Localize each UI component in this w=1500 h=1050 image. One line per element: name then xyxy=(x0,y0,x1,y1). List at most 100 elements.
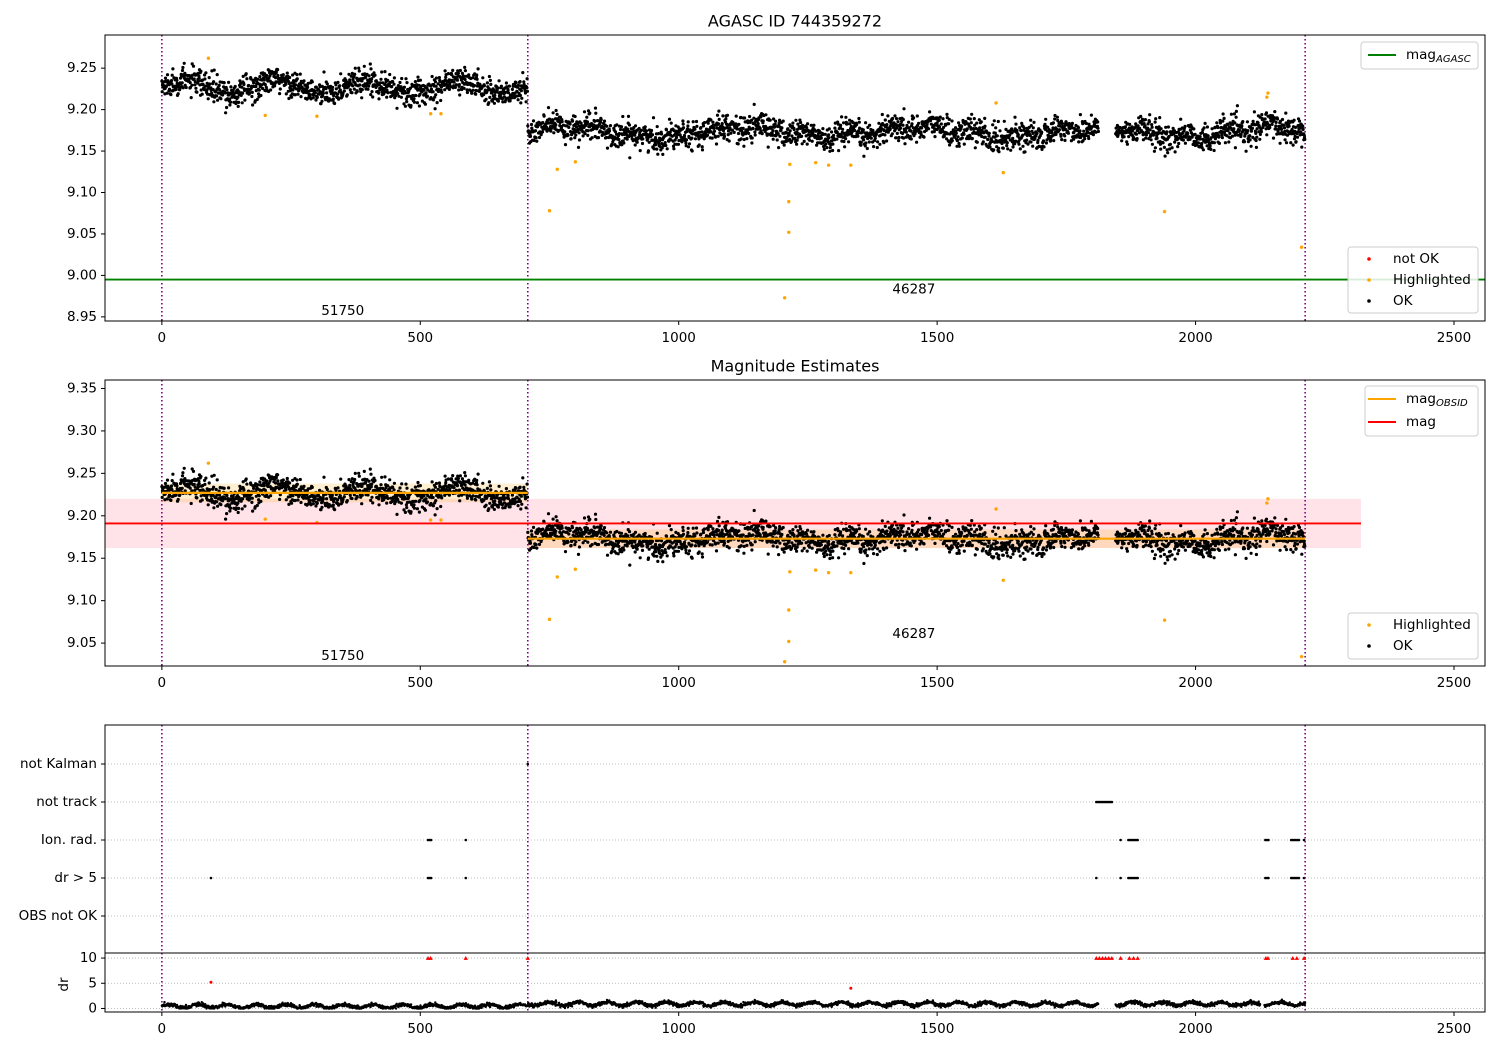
ok-point xyxy=(364,75,368,79)
ok-point xyxy=(650,539,655,544)
ok-point xyxy=(482,92,486,96)
ok-point xyxy=(576,127,580,132)
ok-point xyxy=(369,67,373,71)
ok-point xyxy=(1235,104,1239,108)
ok-point xyxy=(504,487,508,491)
ok-point xyxy=(915,140,919,144)
ok-point xyxy=(569,543,573,548)
ok-point xyxy=(819,136,823,140)
ok-point xyxy=(655,125,659,129)
ok-point xyxy=(656,152,660,156)
ok-point xyxy=(582,110,587,114)
ok-point xyxy=(1232,127,1236,131)
ok-point xyxy=(998,129,1002,133)
ok-point xyxy=(215,73,219,77)
ok-point xyxy=(1217,141,1221,145)
ok-point xyxy=(1082,129,1086,133)
ok-point xyxy=(339,72,343,76)
ok-point xyxy=(621,114,625,119)
ok-point xyxy=(289,84,293,88)
ok-point xyxy=(413,80,417,84)
ok-point xyxy=(927,127,931,131)
ok-point xyxy=(700,145,704,149)
ok-point xyxy=(992,119,996,123)
ok-point xyxy=(938,125,942,129)
ok-point xyxy=(1287,124,1291,128)
ok-point xyxy=(392,82,396,86)
ok-point xyxy=(882,141,886,145)
highlighted-point xyxy=(573,160,578,164)
ok-point xyxy=(546,106,551,110)
ok-point xyxy=(585,526,590,531)
ok-point xyxy=(1242,140,1246,144)
ok-point xyxy=(322,475,326,479)
ok-point xyxy=(1060,138,1064,142)
ok-point xyxy=(751,126,755,130)
ok-point xyxy=(520,502,524,506)
ok-point xyxy=(667,117,672,121)
ok-point xyxy=(189,96,193,100)
ok-point xyxy=(548,117,552,121)
ok-point xyxy=(628,156,632,160)
ok-point xyxy=(1282,126,1287,130)
ok-point xyxy=(844,137,848,141)
ok-point xyxy=(457,83,461,87)
ok-point xyxy=(360,96,364,100)
ok-point xyxy=(292,79,296,83)
ok-point xyxy=(287,96,291,101)
ok-point xyxy=(693,127,697,131)
ok-point xyxy=(240,85,244,89)
ok-point xyxy=(856,134,860,138)
ok-point xyxy=(163,76,168,80)
ok-point xyxy=(647,140,651,144)
ok-point xyxy=(348,493,352,497)
ok-point xyxy=(453,85,457,89)
ok-point xyxy=(717,109,721,113)
ok-point xyxy=(219,97,223,101)
ok-point xyxy=(831,142,835,146)
ok-point xyxy=(446,72,450,76)
ok-point xyxy=(633,133,637,137)
ok-point xyxy=(1237,128,1241,132)
ok-point xyxy=(313,497,317,501)
ok-point xyxy=(458,93,462,97)
ok-point xyxy=(857,120,861,124)
ok-point xyxy=(405,486,409,490)
ok-point xyxy=(585,115,589,119)
ok-point xyxy=(181,65,185,70)
ok-point xyxy=(672,554,676,558)
ok-point xyxy=(398,80,402,85)
ok-point xyxy=(353,477,357,482)
ok-point xyxy=(239,81,243,86)
ok-point xyxy=(1153,146,1157,150)
ok-point xyxy=(276,68,280,72)
ok-point xyxy=(684,138,689,142)
ok-point xyxy=(705,133,710,137)
ok-point xyxy=(529,529,534,533)
ok-point xyxy=(418,92,422,96)
ok-point xyxy=(610,142,614,147)
ok-point xyxy=(901,123,905,127)
ok-point xyxy=(360,493,364,497)
ok-point xyxy=(681,126,686,130)
ok-point xyxy=(567,532,571,536)
ok-point xyxy=(1155,136,1159,140)
ok-point xyxy=(505,85,509,89)
ok-point xyxy=(380,70,384,74)
ok-point xyxy=(247,83,251,88)
ok-point xyxy=(519,507,523,511)
ok-point xyxy=(1252,110,1256,114)
ok-point xyxy=(416,480,420,485)
ok-point xyxy=(633,540,637,544)
ok-point xyxy=(295,482,299,486)
ok-point xyxy=(865,146,869,151)
ok-point xyxy=(443,88,447,92)
ok-point xyxy=(200,498,204,502)
ok-point xyxy=(795,138,799,142)
ok-point xyxy=(756,122,760,126)
ok-point xyxy=(475,77,479,81)
ok-point xyxy=(199,474,203,479)
ok-point xyxy=(633,530,638,534)
ok-point xyxy=(315,501,319,505)
ok-point xyxy=(1221,112,1225,116)
